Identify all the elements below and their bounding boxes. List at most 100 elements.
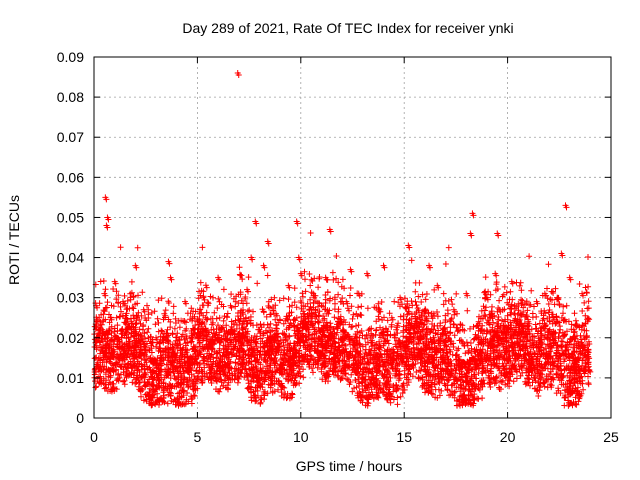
data-point (331, 364, 338, 371)
data-point (273, 312, 280, 319)
data-point (571, 328, 578, 335)
data-point (129, 320, 136, 327)
data-point (120, 300, 127, 307)
data-point (340, 348, 347, 355)
data-point (245, 288, 252, 295)
x-tick-label: 20 (500, 429, 516, 445)
data-point (348, 268, 355, 275)
x-tick-labels: 0 5 10 15 20 25 (90, 429, 619, 445)
data-point (406, 244, 413, 251)
data-point (555, 296, 562, 303)
data-point (106, 344, 113, 351)
data-point (484, 296, 491, 303)
data-point (327, 228, 334, 235)
data-point (402, 344, 409, 351)
data-point (249, 256, 256, 263)
data-point (302, 344, 309, 351)
data-point (489, 344, 496, 351)
data-point (102, 292, 109, 299)
data-point (307, 312, 314, 319)
data-point (460, 340, 467, 347)
y-tick-label: 0.01 (57, 370, 84, 386)
data-point (451, 308, 458, 315)
y-tick-label: 0.09 (57, 49, 84, 65)
data-point (135, 376, 142, 383)
data-point (116, 356, 123, 363)
data-point (447, 372, 454, 379)
x-tick-label: 0 (90, 429, 98, 445)
data-point (195, 352, 202, 359)
y-tick-label: 0 (76, 410, 84, 426)
data-point (410, 364, 417, 371)
data-point (381, 264, 388, 271)
x-axis-label: GPS time / hours (296, 458, 403, 474)
data-point (513, 368, 520, 375)
dense-point-cloud (91, 230, 593, 409)
data-point (178, 372, 185, 379)
y-axis-label: ROTI / TECUs (6, 195, 22, 285)
data-point (369, 332, 376, 339)
data-point (526, 320, 533, 327)
data-point (518, 312, 525, 319)
data-point (464, 292, 471, 299)
data-point (182, 300, 189, 307)
data-point (269, 344, 276, 351)
data-point (125, 372, 132, 379)
x-tick-label: 5 (194, 429, 202, 445)
x-tick-label: 25 (603, 429, 619, 445)
data-point (170, 364, 177, 371)
data-point (534, 300, 541, 307)
data-point (418, 348, 425, 355)
data-point (377, 308, 384, 315)
data-point (174, 344, 181, 351)
data-point (319, 328, 326, 335)
data-point (439, 356, 446, 363)
data-point (96, 364, 103, 371)
data-point (315, 360, 322, 367)
data-point (141, 308, 148, 315)
data-point (509, 280, 516, 287)
chart-title: Day 289 of 2021, Rate Of TEC Index for r… (182, 20, 513, 36)
data-point (154, 336, 161, 343)
data-point (455, 360, 462, 367)
data-point (94, 304, 101, 311)
data-point (546, 352, 553, 359)
data-point (191, 380, 198, 387)
data-point (470, 212, 477, 219)
data-point (162, 312, 169, 319)
data-point (278, 364, 285, 371)
data-point (199, 368, 206, 375)
data-point (103, 196, 110, 203)
data-point (108, 316, 115, 323)
data-point (476, 320, 483, 327)
data-point (286, 284, 293, 291)
data-points (91, 70, 594, 409)
data-point (360, 368, 367, 375)
data-point (224, 348, 231, 355)
y-tick-label: 0.04 (57, 250, 84, 266)
data-point (240, 356, 247, 363)
data-point (137, 352, 144, 359)
data-point (580, 292, 587, 299)
data-point (505, 328, 512, 335)
data-point (232, 372, 239, 379)
data-point (435, 284, 442, 291)
data-point (493, 272, 500, 279)
y-tick-labels: 0 0.01 0.02 0.03 0.04 0.05 0.06 0.07 0.08 0.09 (57, 49, 84, 426)
data-point (501, 356, 508, 363)
data-point (522, 344, 529, 351)
data-point (356, 292, 363, 299)
data-point (373, 360, 380, 367)
data-point (112, 280, 119, 287)
data-point (427, 264, 434, 271)
data-point (158, 368, 165, 375)
data-point (290, 352, 297, 359)
data-point (282, 332, 289, 339)
x-tick-label: 15 (396, 429, 412, 445)
data-point (261, 264, 268, 271)
plot-frame (93, 56, 612, 419)
data-point (575, 340, 582, 347)
data-point (203, 316, 210, 323)
data-point (587, 368, 594, 375)
data-point (145, 380, 152, 387)
